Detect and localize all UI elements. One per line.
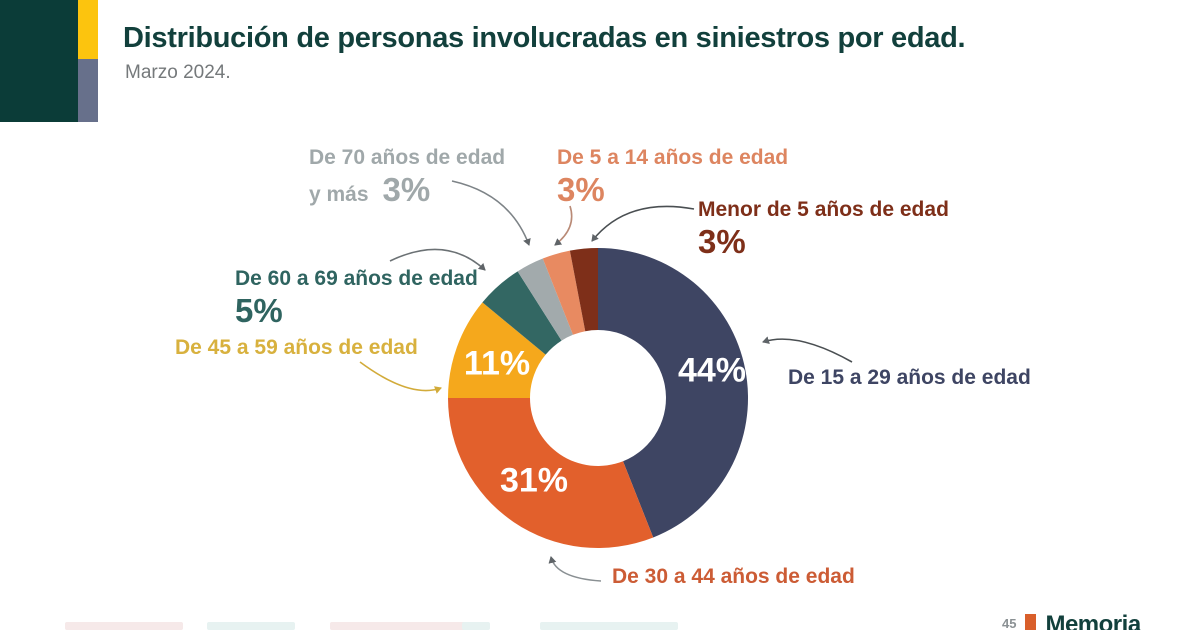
- callout-label-70-plus: De 70 años de edad y más 3%: [309, 146, 505, 210]
- label-text: y más: [309, 182, 369, 206]
- segment-value-30-44: 31%: [499, 461, 569, 500]
- brand-square-icon: [1025, 614, 1037, 630]
- footer-text-fragment: [462, 622, 490, 630]
- donut-segment-30-44: [448, 398, 654, 549]
- label-text: De 70 años de edad: [309, 146, 506, 169]
- sidebar-accent-green: [0, 0, 78, 122]
- footer-text-fragment: [65, 622, 183, 630]
- page-title: Distribución de personas involucradas en…: [123, 22, 966, 54]
- callout-label-60-69: De 60 a 69 años de edad 5%: [235, 267, 478, 331]
- arrow-15-29: [762, 336, 853, 363]
- callout-label-30-44: De 30 a 44 años de edad: [612, 565, 855, 590]
- callout-label-under-5: Menor de 5 años de edad 3%: [698, 198, 949, 262]
- arrow-30-44: [548, 556, 602, 582]
- label-text: Menor de 5 años de edad: [698, 198, 949, 221]
- brand-logo: 45 Memoria: [1002, 613, 1141, 630]
- segment-value-45-59: 11%: [463, 344, 531, 383]
- label-text: De 5 a 14 años de edad: [557, 146, 789, 169]
- footer-text-fragment: [330, 622, 470, 630]
- arrow-under-5: [591, 205, 695, 242]
- label-pct: 3%: [557, 170, 605, 208]
- segment-value-15-29: 44%: [677, 351, 747, 390]
- label-pct: 5%: [235, 291, 283, 329]
- donut-segment-60-69: [482, 271, 562, 355]
- footer-text-fragment: [540, 622, 678, 630]
- donut-chart: [448, 248, 749, 549]
- page-number: 45: [1002, 616, 1017, 630]
- brand-name: Memoria: [1045, 613, 1141, 630]
- donut-segment-45-59: [448, 302, 546, 398]
- callout-label-45-59: De 45 a 59 años de edad: [175, 336, 418, 361]
- footer-text-fragment: [207, 622, 295, 630]
- sidebar-accent-yellow: [78, 0, 98, 59]
- label-text: De 15 a 29 años de edad: [788, 366, 1031, 389]
- label-pct: 3%: [698, 222, 746, 260]
- arrow-5-14: [554, 205, 573, 246]
- label-text: De 30 a 44 años de edad: [612, 565, 855, 588]
- label-text: De 45 a 59 años de edad: [175, 336, 418, 359]
- callout-label-5-14: De 5 a 14 años de edad 3%: [557, 146, 788, 210]
- donut-segment-under-5: [569, 248, 598, 332]
- donut-segment-15-29: [598, 248, 749, 538]
- donut-segment-70-plus: [517, 258, 573, 341]
- label-text: De 60 a 69 años de edad: [235, 267, 478, 290]
- page-subtitle: Marzo 2024.: [125, 62, 231, 83]
- arrow-45-59: [359, 361, 442, 394]
- label-pct: 3%: [382, 170, 431, 208]
- sidebar-accent-slate: [78, 59, 98, 122]
- callout-label-15-29: De 15 a 29 años de edad: [788, 366, 1031, 391]
- donut-chart-container: [447, 247, 749, 549]
- donut-segment-5-14: [542, 250, 586, 335]
